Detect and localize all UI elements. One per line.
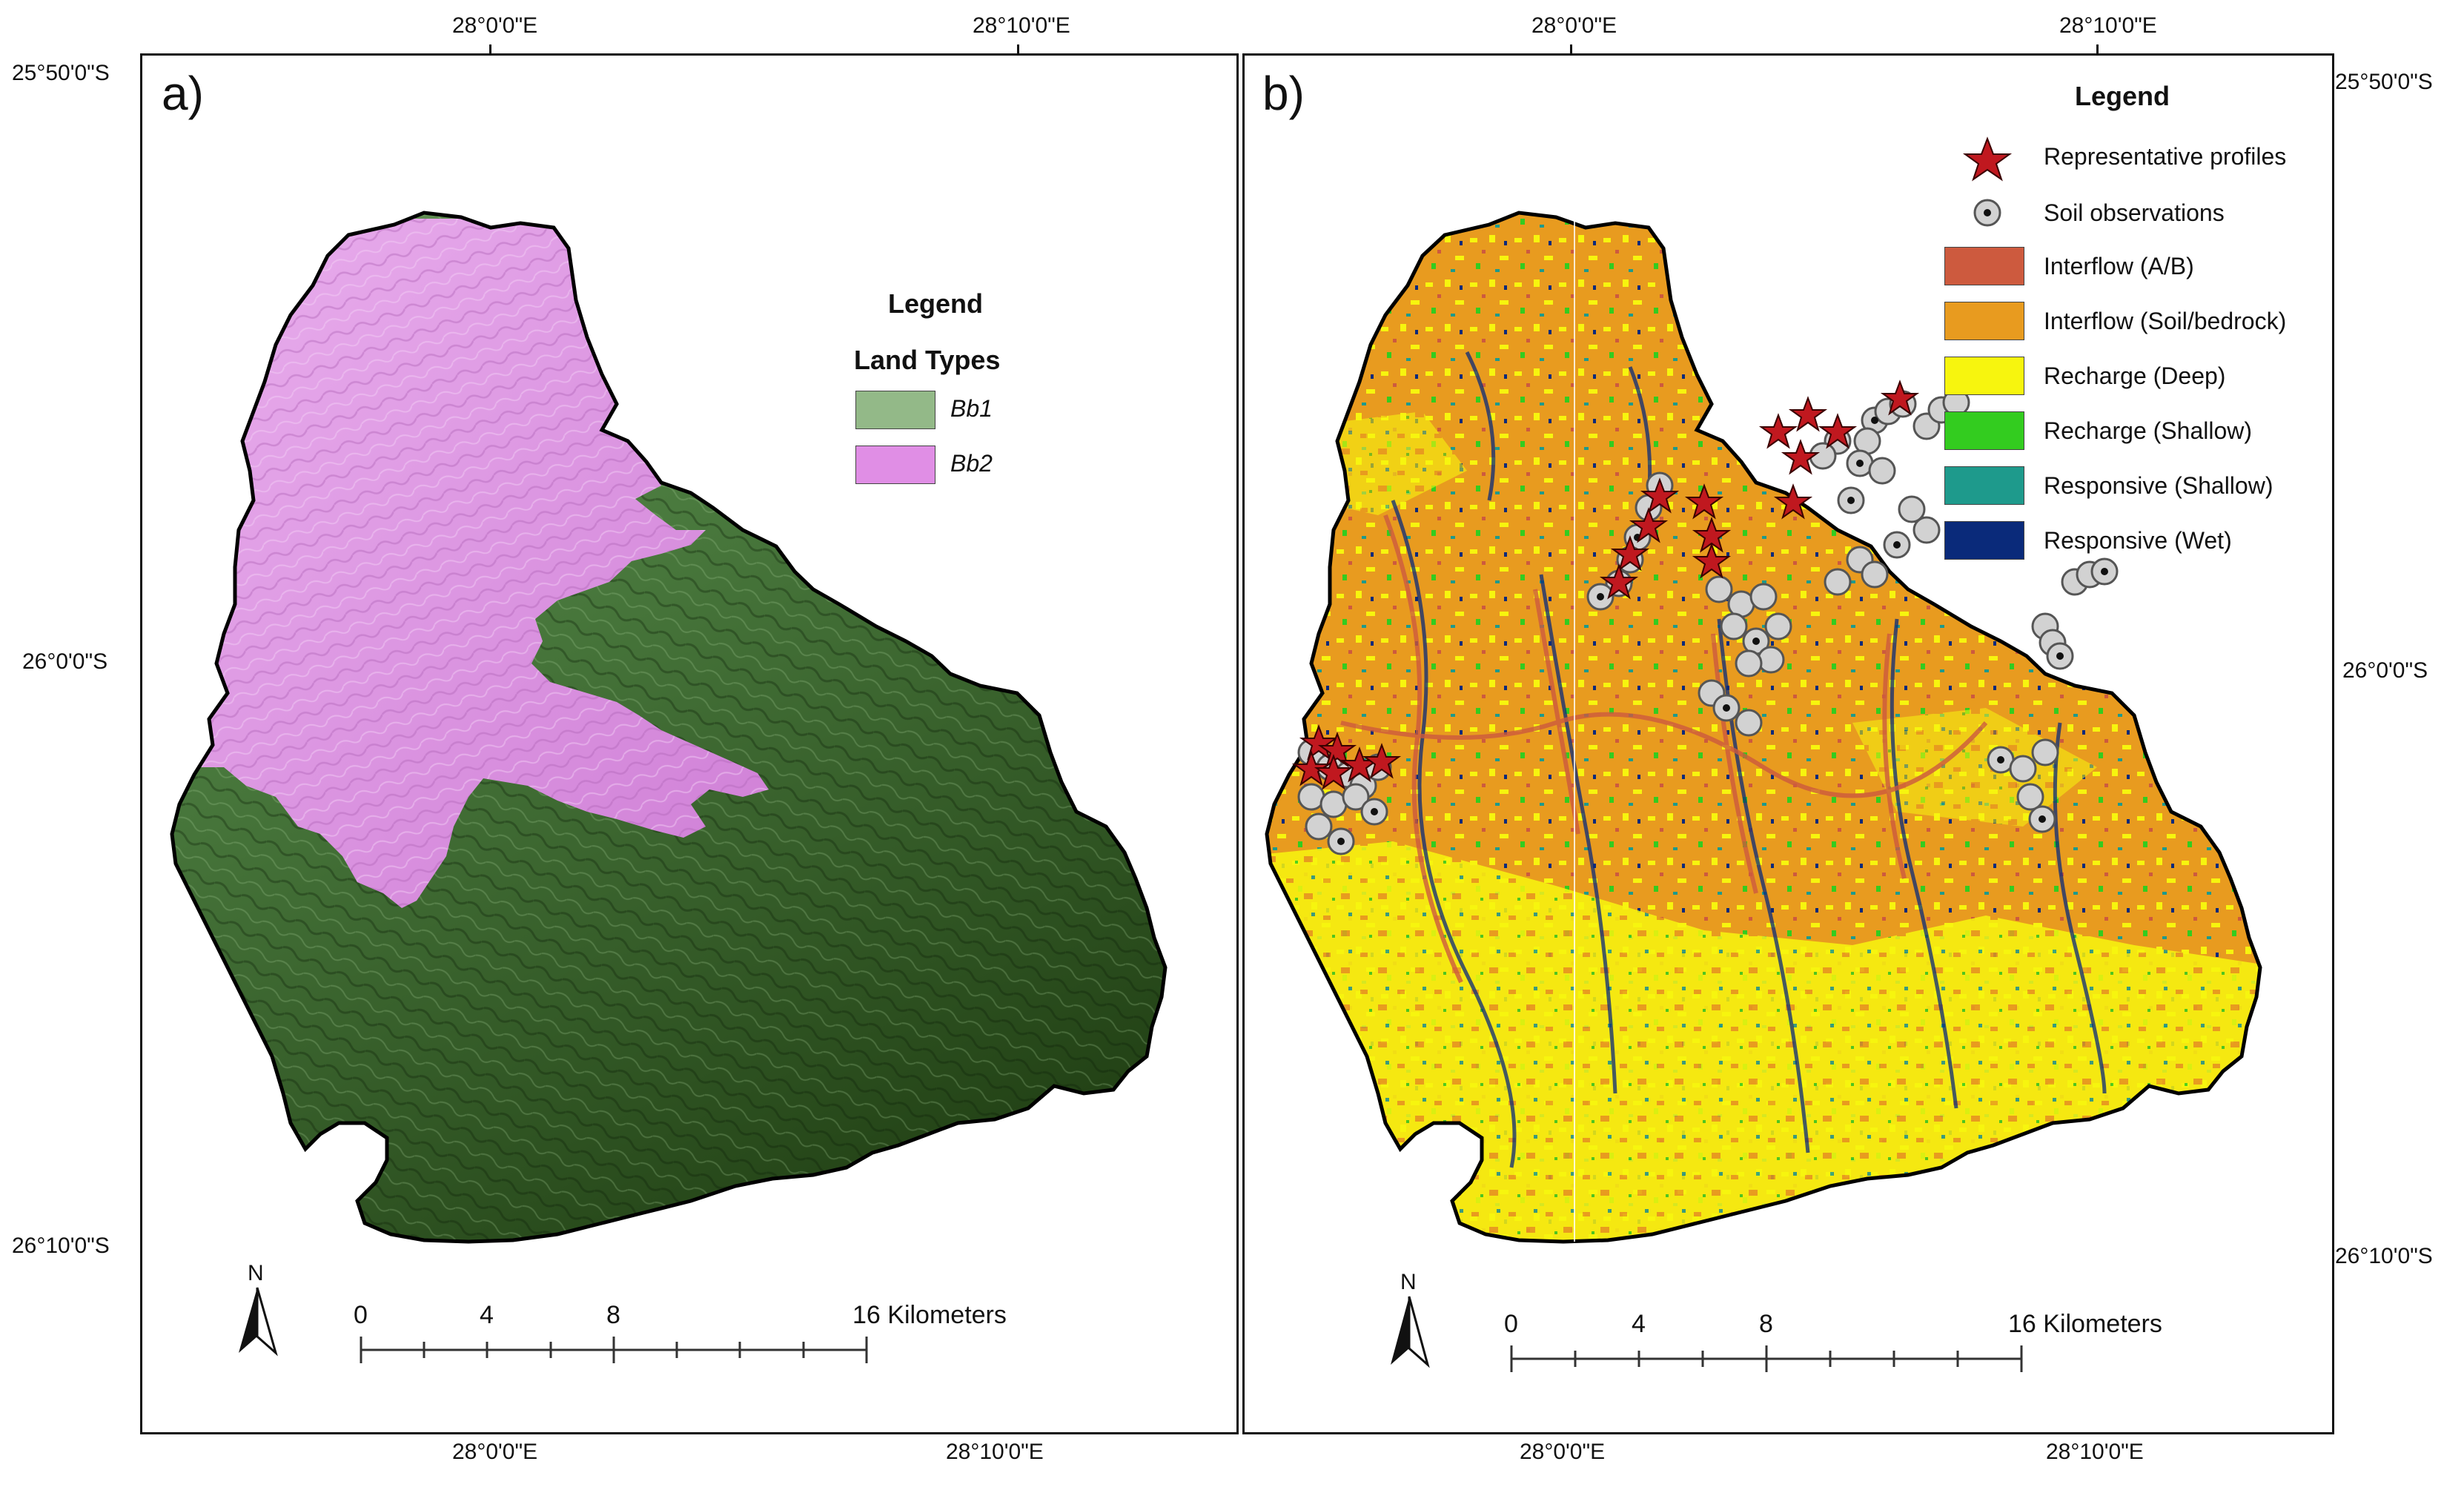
lat-label-a-1: 25°50'0"S [12,61,110,85]
lon-label-bottom-a-1: 28°0'0"E [452,1440,538,1464]
catchment-map-b [1245,56,2332,1432]
lon-label-bottom-b-2: 28°10'0"E [2046,1440,2144,1464]
north-arrow-icon [239,1287,278,1357]
tick-mark [489,44,491,55]
swatch-recharge-shallow [1944,411,2024,450]
legend-interflow-soil-bedrock: Interflow (Soil/bedrock) [2044,308,2287,334]
soil-observation-markers [1291,380,2119,855]
legend-responsive-shallow: Responsive (Shallow) [2044,472,2273,499]
swatch-recharge-deep [1944,357,2024,395]
map-panel-a: a) [140,53,1239,1434]
bb2-label: Bb2 [950,450,993,477]
swatch-responsive-shallow [1944,466,2024,505]
scale-label-16-b: 16 Kilometers [2008,1310,2162,1338]
lat-label-a-3: 26°10'0"S [12,1234,110,1258]
legend-symbols-b [1962,136,2013,227]
lat-label-b-3: 26°10'0"S [2335,1244,2433,1268]
legend-soil-observations: Soil observations [2044,199,2225,226]
lat-label-b-2: 26°0'0"S [2342,658,2428,683]
bb1-swatch [855,391,935,429]
scale-label-16: 16 Kilometers [852,1301,1007,1329]
lon-label-top-b-2: 28°10'0"E [2059,13,2157,38]
catchment-map-a [142,56,1236,1432]
panel-a-label: a) [162,67,204,120]
red-star-icon [1962,136,2013,182]
swatch-interflow-ab [1944,247,2024,285]
lon-label-bottom-b-1: 28°0'0"E [1520,1440,1606,1464]
land-types-heading: Land Types [854,345,1001,375]
map-panel-b: b) [1242,53,2334,1434]
north-label-b: N [1400,1270,1417,1294]
north-label-a: N [248,1261,264,1285]
scale-label-0: 0 [354,1301,368,1329]
legend-recharge-deep: Recharge (Deep) [2044,362,2226,389]
legend-recharge-shallow: Recharge (Shallow) [2044,417,2253,444]
tick-mark [2096,44,2099,55]
scale-label-8-b: 8 [1759,1310,1773,1338]
swatch-responsive-wet [1944,521,2024,560]
lat-label-a-2: 26°0'0"S [22,649,108,674]
scale-bar-b [1510,1345,2023,1372]
north-arrow-icon [1391,1296,1430,1368]
swatch-interflow-soil-bedrock [1944,302,2024,340]
scale-label-8: 8 [606,1301,620,1329]
lat-label-b-1: 25°50'0"S [2335,70,2433,94]
lon-label-bottom-a-2: 28°10'0"E [946,1440,1044,1464]
scale-label-0-b: 0 [1504,1310,1518,1338]
legend-representative-profiles: Representative profiles [2044,143,2287,170]
scale-bar-a [360,1337,868,1363]
legend-title-b: Legend [2075,81,2170,111]
lon-label-top-b-1: 28°0'0"E [1531,13,1617,38]
scale-label-4: 4 [480,1301,494,1329]
panel-b-label: b) [1262,67,1305,120]
legend-title-a: Legend [888,288,984,319]
scale-label-4-b: 4 [1632,1310,1646,1338]
tick-mark [1017,44,1019,55]
bb2-swatch [855,446,935,484]
tick-mark [1570,44,1572,55]
lon-label-top-a-2: 28°10'0"E [973,13,1070,38]
legend-interflow-ab: Interflow (A/B) [2044,253,2194,279]
legend-responsive-wet: Responsive (Wet) [2044,527,2232,554]
lon-label-top-a-1: 28°0'0"E [452,13,538,38]
bb1-label: Bb1 [950,395,993,422]
